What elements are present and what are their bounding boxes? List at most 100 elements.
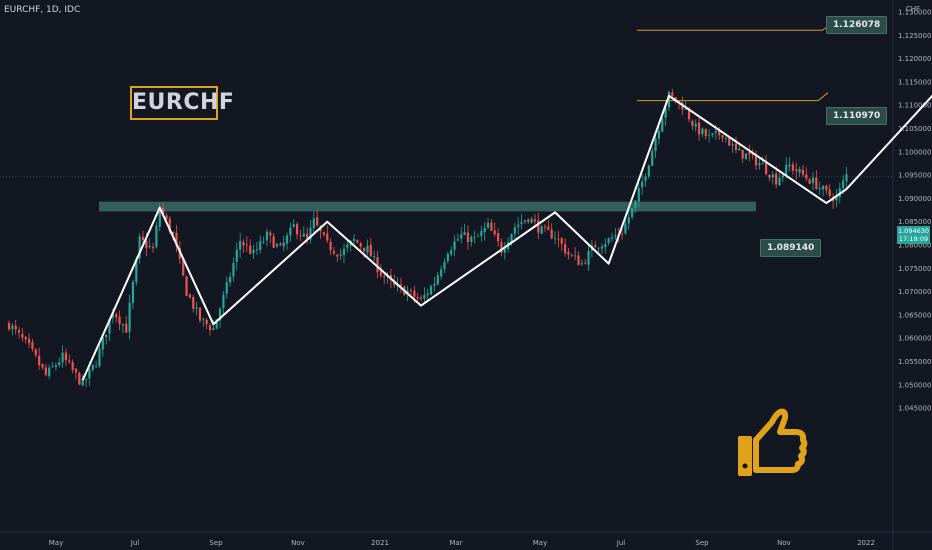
candle-body	[691, 120, 694, 126]
candle-body	[309, 227, 312, 240]
candle-body	[701, 128, 704, 135]
candle-body	[162, 208, 165, 215]
candle-body	[316, 217, 319, 226]
candle-body	[744, 153, 748, 160]
candle-body	[74, 368, 78, 373]
candle-body	[279, 243, 282, 246]
candle-body	[584, 262, 587, 264]
candle-body	[463, 232, 466, 235]
candle-body	[21, 333, 24, 338]
last-price-badge: 1.094630 17:19:09	[897, 226, 930, 244]
candle-body	[627, 217, 630, 224]
y-tick-label: 1.110000	[898, 102, 931, 110]
candle-body	[342, 248, 346, 255]
support-price-label: 1.089140	[760, 239, 822, 257]
candle-body	[165, 215, 168, 220]
candle-body	[714, 130, 717, 133]
candle-body	[239, 240, 242, 250]
candle-body	[486, 222, 490, 228]
candle-body	[14, 325, 17, 330]
candle-body	[785, 164, 788, 177]
candle-body	[791, 164, 794, 171]
candle-body	[667, 91, 671, 108]
candle-body	[570, 255, 573, 256]
candle-body	[805, 174, 808, 179]
candle-body	[292, 224, 295, 227]
candle-body	[503, 248, 506, 253]
candle-body	[175, 232, 178, 247]
candle-body	[125, 323, 128, 333]
candle-body	[299, 235, 302, 237]
candle-body	[215, 319, 218, 329]
candle-body	[416, 296, 419, 299]
candle-body	[249, 245, 252, 254]
y-tick-label: 1.060000	[898, 335, 931, 343]
candle-body	[607, 238, 610, 244]
candle-body	[88, 369, 91, 379]
candle-body	[687, 110, 691, 120]
candle-body	[567, 251, 570, 255]
candle-body	[376, 257, 379, 272]
candle-body	[456, 239, 459, 241]
candle-body	[517, 224, 520, 227]
candle-body	[436, 275, 439, 285]
candle-body	[513, 227, 516, 234]
x-tick-label: May	[533, 539, 547, 547]
candle-body	[460, 234, 463, 239]
candle-body	[480, 230, 483, 236]
candle-body	[493, 230, 496, 235]
target-line-2-tail	[817, 92, 829, 102]
x-tick-label: Sep	[209, 539, 223, 547]
candle-body	[91, 364, 94, 370]
symbol-label[interactable]: EURCHF, 1D, IDC	[4, 5, 81, 15]
candle-body	[738, 148, 741, 151]
candle-body	[597, 247, 600, 249]
candle-body	[537, 220, 540, 233]
candle-body	[775, 173, 778, 185]
projection-arrow-line	[845, 94, 932, 190]
candle-body	[765, 162, 768, 174]
candle-body	[821, 186, 825, 190]
candle-body	[637, 188, 640, 202]
candle-body	[235, 249, 238, 262]
candle-body	[296, 223, 299, 235]
candle-body	[359, 243, 362, 247]
candle-body	[433, 283, 436, 286]
candle-body	[845, 174, 848, 182]
candle-body	[138, 236, 141, 259]
candle-body	[811, 177, 815, 184]
candle-body	[265, 231, 269, 241]
y-tick-label: 1.045000	[898, 405, 931, 413]
candle-body	[818, 188, 821, 190]
candle-body	[741, 149, 744, 159]
candle-body	[698, 122, 701, 135]
x-tick-label: Nov	[777, 539, 791, 547]
candle-body	[661, 118, 664, 132]
candle-body	[373, 256, 376, 258]
x-tick-label: 2022	[857, 539, 875, 547]
candle-body	[135, 258, 138, 283]
candle-body	[84, 379, 88, 381]
y-tick-label: 1.055000	[898, 358, 931, 366]
y-tick-label: 1.085000	[898, 218, 931, 226]
candle-body	[218, 308, 222, 321]
candle-body	[262, 241, 265, 243]
candle-body	[798, 168, 801, 173]
candle-body	[835, 196, 838, 201]
y-tick-label: 1.100000	[898, 148, 931, 156]
candle-body	[306, 233, 309, 239]
candle-body	[651, 150, 654, 166]
candle-body	[148, 245, 151, 248]
candle-body	[225, 282, 228, 294]
candle-body	[44, 367, 47, 375]
candle-body	[808, 179, 811, 184]
candle-body	[795, 169, 798, 172]
candle-body	[473, 237, 476, 239]
x-tick-label: Jul	[130, 539, 140, 547]
candle-body	[647, 165, 650, 177]
candle-body	[523, 220, 526, 222]
candle-body	[131, 281, 135, 304]
candle-body	[205, 319, 208, 325]
y-tick-label: 1.065000	[898, 311, 931, 319]
